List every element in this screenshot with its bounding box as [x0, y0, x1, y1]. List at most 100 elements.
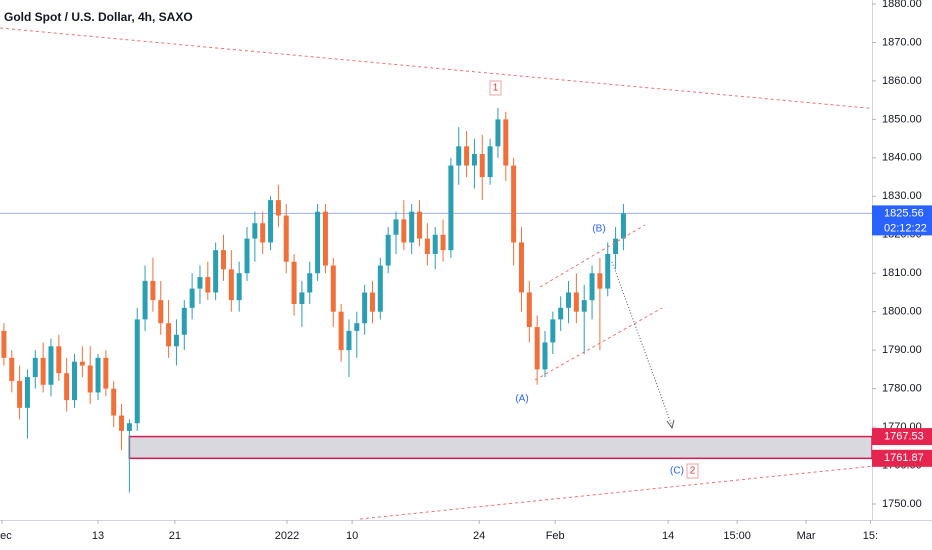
candle-body: [338, 311, 344, 351]
candle-body: [393, 219, 399, 235]
wave-label: 2: [690, 466, 696, 477]
trend-line: [0, 27, 932, 115]
candle-body: [64, 373, 70, 401]
candle-body: [205, 277, 211, 293]
candle-body: [354, 323, 360, 331]
x-tick-label: 24: [473, 530, 485, 542]
candle-body: [260, 223, 266, 243]
y-tick-label: 1880.00: [882, 0, 922, 10]
candle-body: [173, 334, 179, 347]
candle-body: [111, 388, 117, 416]
x-tick-label: 15:: [863, 530, 878, 542]
candle-body: [56, 346, 62, 374]
candle-body: [440, 234, 446, 251]
candle-body: [158, 300, 164, 324]
candle-body: [401, 219, 407, 243]
plot-area: [0, 107, 873, 493]
candle-body: [95, 357, 101, 393]
candle-body: [166, 323, 172, 347]
last-price-tag-bg: [872, 205, 932, 236]
x-tick-label: Dec: [0, 530, 12, 542]
candle-body: [417, 211, 423, 239]
candle-body: [244, 238, 250, 274]
candle-body: [526, 292, 532, 328]
candle-body: [220, 250, 226, 270]
x-tick-label: Mar: [797, 530, 816, 542]
candle-body: [150, 280, 156, 301]
candle-body: [613, 238, 619, 254]
candle-body: [252, 223, 258, 239]
candle-body: [566, 292, 572, 308]
candle-body: [79, 361, 85, 366]
candle-body: [299, 292, 305, 304]
candle-body: [487, 146, 493, 178]
zone-top-tag-bg: [872, 428, 932, 446]
candle-body: [24, 377, 30, 408]
candle-body: [573, 292, 579, 312]
candle-body: [103, 357, 109, 389]
candle-body: [189, 288, 195, 308]
countdown-label: 02:12:22: [884, 222, 927, 234]
candle-body: [1, 330, 7, 358]
candle-body: [9, 357, 15, 381]
time-axis-bg: [0, 520, 932, 550]
candle-body: [581, 300, 587, 312]
channel-line: [539, 224, 646, 288]
candle-body: [48, 346, 54, 385]
zone-top-label: 1767.53: [884, 430, 924, 442]
arrow-head: [666, 419, 675, 430]
candle-body: [315, 211, 321, 274]
channel-line: [534, 307, 663, 381]
candle-body: [291, 261, 297, 304]
title-bg: [0, 8, 170, 26]
candle-body: [495, 119, 501, 147]
candle-body: [71, 361, 77, 401]
candle-body: [330, 265, 336, 312]
candle-body: [322, 211, 328, 266]
candle-body: [471, 153, 477, 166]
candle-body: [542, 342, 548, 370]
y-tick-label: 1810.00: [882, 267, 922, 279]
candle-body: [126, 423, 132, 431]
candle-body: [362, 292, 368, 324]
candle-body: [228, 269, 234, 301]
candle-body: [32, 357, 38, 378]
chart-title: Gold Spot / U.S. Dollar, 4h, SAXO: [4, 10, 193, 24]
x-tick-label: 10: [346, 530, 358, 542]
candle-body: [432, 234, 438, 254]
candle-body: [385, 234, 391, 266]
candle-body: [346, 330, 352, 351]
zone-bottom-label: 1761.87: [884, 452, 924, 464]
candle-body: [589, 273, 595, 301]
candle-body: [550, 319, 556, 343]
x-tick-label: 13: [92, 530, 104, 542]
candle-body: [275, 200, 281, 216]
zone-bottom-tag-bg: [872, 449, 932, 467]
candle-body: [409, 211, 415, 243]
candle-body: [17, 380, 23, 408]
y-tick-label: 1870.00: [882, 36, 922, 48]
wave-label: (C): [670, 466, 684, 477]
x-tick-label: 14: [662, 530, 674, 542]
candle-body: [40, 357, 46, 385]
candle-body: [558, 307, 564, 320]
x-tick-label: 21: [169, 530, 181, 542]
last-price-label: 1825.56: [884, 207, 924, 219]
candle-body: [511, 165, 517, 243]
candle-body: [213, 250, 219, 293]
candle-body: [605, 253, 611, 289]
candle-body: [283, 215, 289, 262]
candle-body: [534, 327, 540, 370]
y-tick-label: 1780.00: [882, 383, 922, 395]
candle-body: [236, 273, 242, 301]
trend-line: [359, 459, 932, 520]
x-tick-label: 15:00: [723, 530, 751, 542]
candle-body: [134, 319, 140, 424]
candle-body: [181, 307, 187, 335]
y-tick-label: 1840.00: [882, 152, 922, 164]
candle-body: [448, 165, 454, 251]
candle-body: [503, 119, 509, 166]
